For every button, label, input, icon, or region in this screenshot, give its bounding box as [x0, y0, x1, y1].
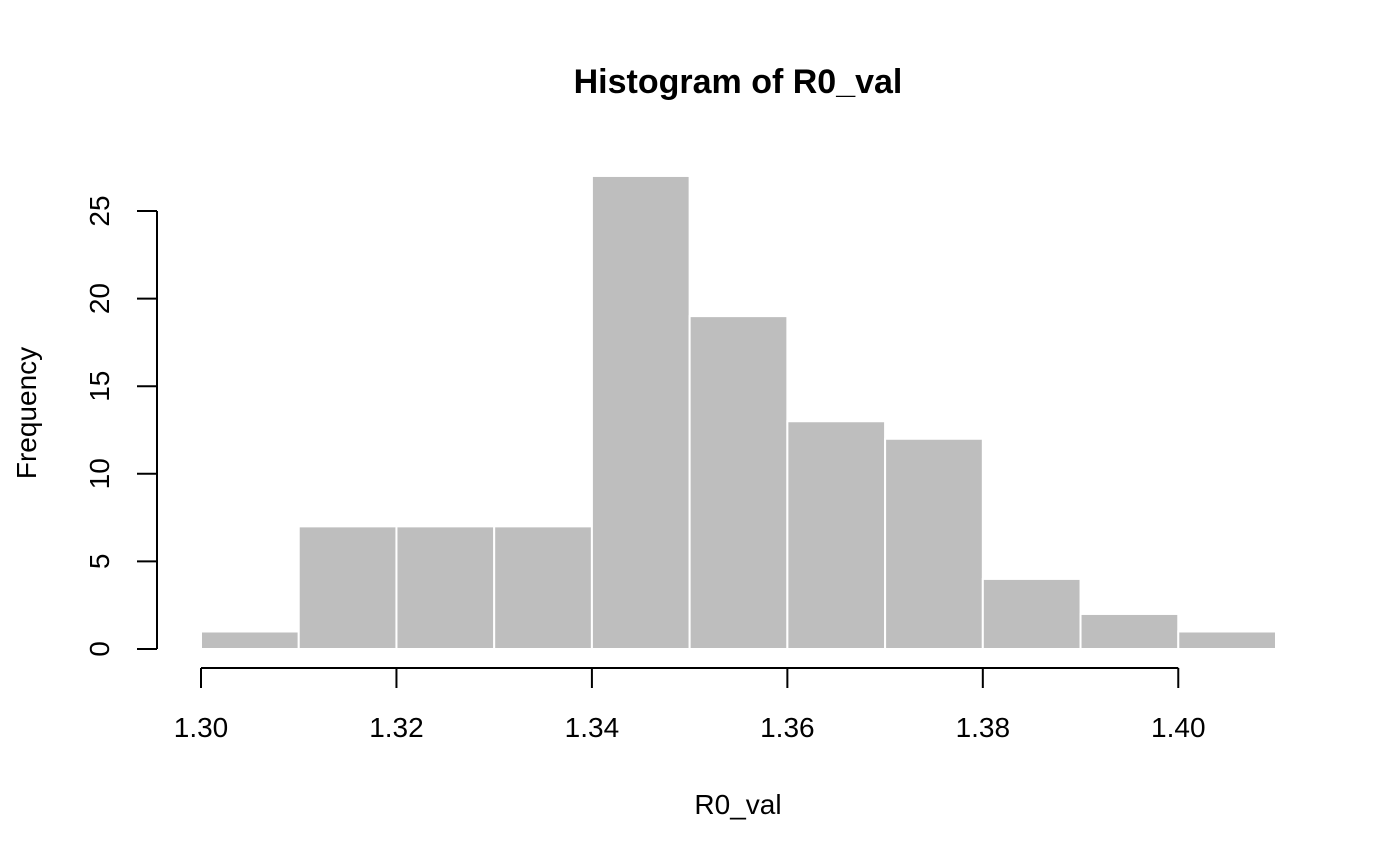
y-tick-label: 5 — [84, 554, 115, 570]
histogram-bar — [786, 420, 887, 650]
x-tick-label: 1.30 — [174, 712, 229, 743]
y-axis: 0 5 10 15 20 25 — [84, 195, 158, 657]
chart-title: Histogram of R0_val — [574, 63, 903, 101]
x-axis: 1.30 1.32 1.34 1.36 1.38 1.40 — [174, 667, 1206, 743]
histogram-bar — [590, 174, 691, 651]
y-tick-label: 15 — [84, 371, 115, 402]
y-tick-label: 0 — [84, 641, 115, 657]
x-tick-label: 1.36 — [760, 712, 815, 743]
histogram-bar — [884, 437, 984, 651]
histogram-bar — [688, 315, 789, 650]
histogram-bar — [981, 577, 1082, 650]
x-tick-label: 1.38 — [956, 712, 1011, 743]
x-tick-label: 1.34 — [565, 712, 620, 743]
histogram-bar — [493, 525, 593, 650]
bars-group — [200, 174, 1277, 651]
histogram-bar — [297, 525, 398, 650]
histogram-bar — [1177, 630, 1277, 650]
x-tick-label: 1.40 — [1151, 712, 1206, 743]
y-tick-label: 10 — [84, 458, 115, 489]
y-tick-label: 20 — [84, 283, 115, 314]
y-axis-title: Frequency — [11, 347, 42, 479]
histogram-bar — [200, 630, 300, 650]
histogram-bar — [395, 525, 496, 650]
x-axis-title: R0_val — [694, 789, 781, 820]
x-tick-label: 1.32 — [369, 712, 424, 743]
y-tick-label: 25 — [84, 195, 115, 226]
histogram-bar — [1079, 612, 1180, 651]
